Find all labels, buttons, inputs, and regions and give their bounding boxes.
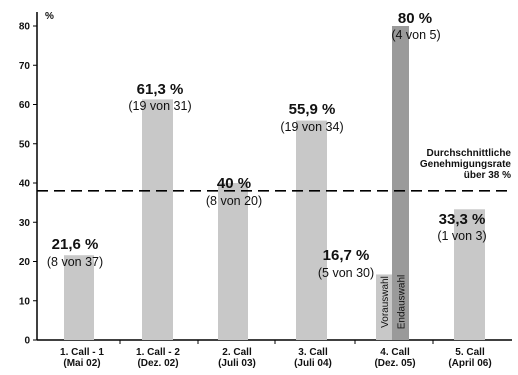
bar-percent-label: 16,7 %	[323, 247, 370, 264]
y-tick-label: 60	[19, 100, 31, 111]
bar-count-label: (1 von 3)	[437, 229, 486, 243]
bar	[142, 99, 173, 341]
bar	[376, 274, 392, 340]
bar-percent-label: 55,9 %	[289, 101, 336, 118]
bar	[296, 120, 327, 340]
bar	[392, 26, 409, 340]
x-category-label: 2. Call (Juli 03)	[218, 347, 256, 369]
y-tick-label: 10	[19, 296, 31, 307]
bar-count-label: (8 von 20)	[206, 194, 262, 208]
x-category-label: 1. Call - 2 (Dez. 02)	[136, 347, 180, 369]
y-tick-label: 30	[19, 218, 31, 229]
bar-count-label: (19 von 34)	[280, 120, 343, 134]
y-tick-label: 0	[24, 336, 30, 347]
y-tick-label: 40	[19, 179, 31, 190]
x-category-label: 1. Call - 1 (Mai 02)	[60, 347, 104, 369]
x-category-label: 5. Call (April 06)	[448, 347, 491, 369]
x-category-label: 3. Call (Juli 04)	[294, 347, 332, 369]
bar	[64, 255, 94, 340]
bar-count-label: (5 von 30)	[318, 266, 374, 280]
y-tick-label: 80	[19, 22, 31, 33]
average-label: Durchschnittliche Genehmigungsrate über 38…	[420, 148, 512, 181]
x-category-label: 4. Call (Dez. 05)	[374, 347, 415, 369]
bar-percent-label: 21,6 %	[52, 236, 99, 253]
bar-phase-label: Endauswahl	[397, 275, 408, 329]
bar-count-label: (19 von 31)	[128, 99, 191, 113]
y-unit-label: %	[45, 11, 54, 22]
bar-count-label: (8 von 37)	[47, 255, 103, 269]
y-tick-label: 20	[19, 257, 31, 268]
bar-phase-label: Vorauswahl	[380, 276, 391, 328]
y-tick-label: 70	[19, 61, 31, 72]
bar-percent-label: 61,3 %	[137, 81, 184, 98]
y-tick-label: 50	[19, 139, 31, 150]
bar-percent-label: 33,3 %	[439, 211, 486, 228]
bar	[454, 209, 485, 340]
bar-percent-label: 40 %	[217, 175, 251, 192]
bar-count-label: (4 von 5)	[391, 28, 440, 42]
bar	[218, 183, 248, 340]
bar-percent-label: 80 %	[398, 10, 432, 27]
